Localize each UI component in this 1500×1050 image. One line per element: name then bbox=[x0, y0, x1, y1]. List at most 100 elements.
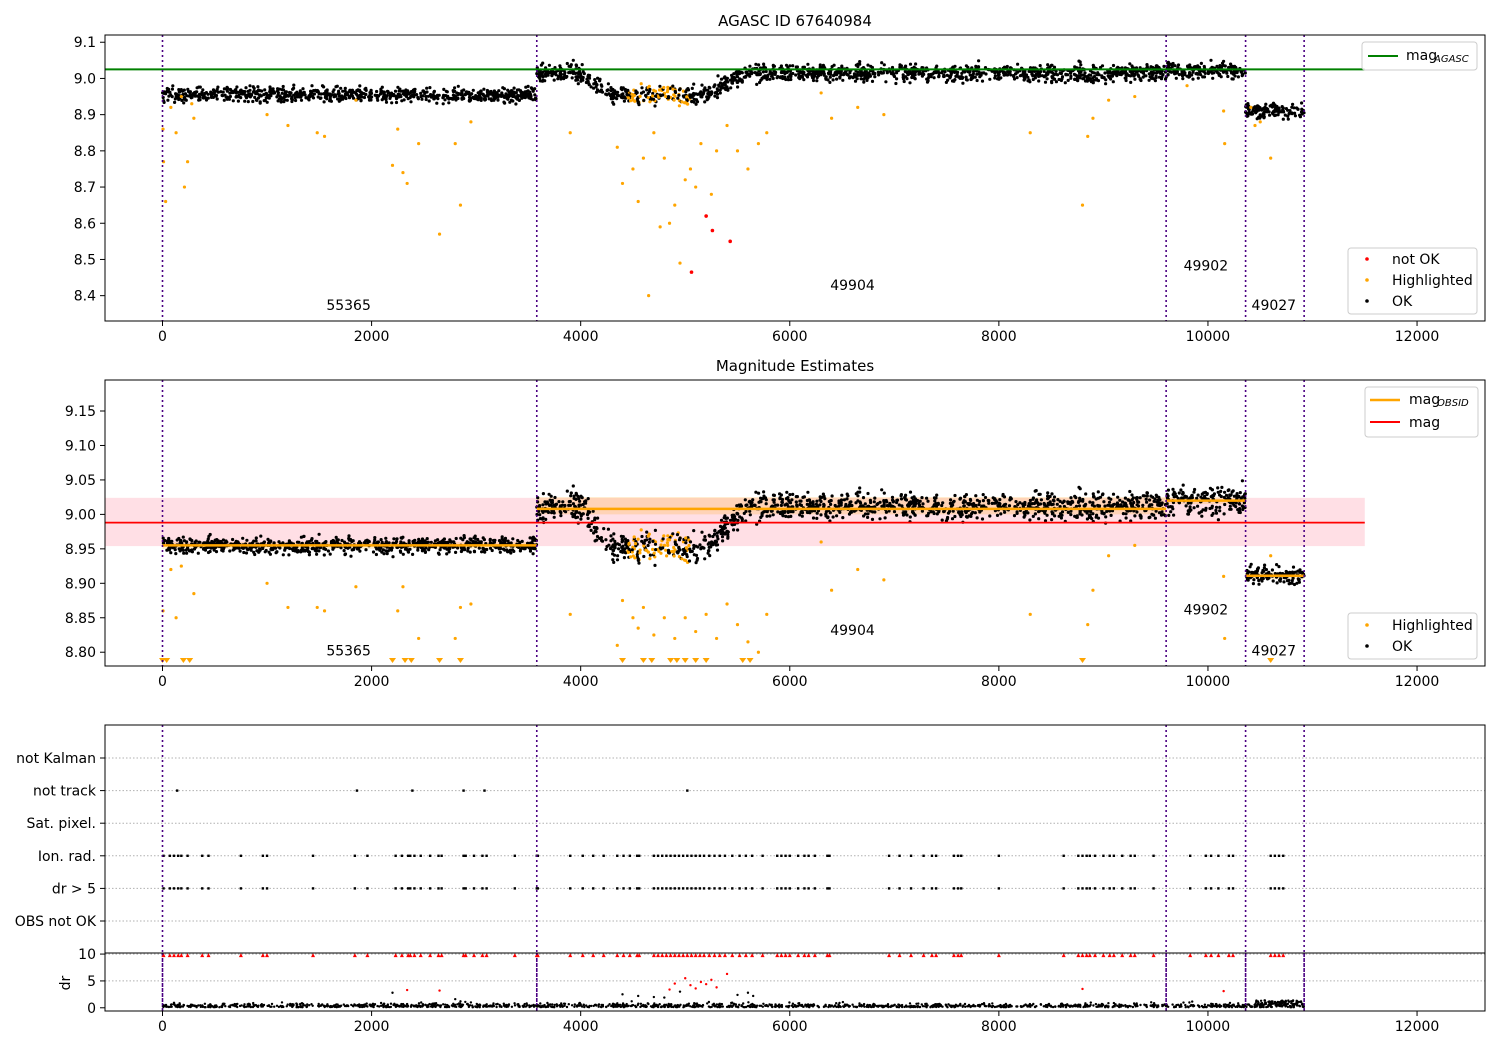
estimates-ok-point bbox=[772, 498, 776, 502]
agasc-ok-point bbox=[676, 96, 680, 100]
estimates-ok-point bbox=[791, 492, 795, 496]
estimates-ok-point bbox=[1220, 485, 1224, 489]
agasc-highlighted-point bbox=[190, 102, 194, 106]
estimates-ok-point bbox=[948, 501, 953, 505]
agasc-highlighted-point bbox=[678, 261, 682, 265]
estimates-ok-point bbox=[1275, 563, 1279, 567]
agasc-ok-point bbox=[1053, 77, 1057, 81]
agasc-ok-point bbox=[502, 100, 506, 104]
agasc-legend-highlighted: Highlighted bbox=[1392, 273, 1473, 289]
estimates-ok-point bbox=[1102, 512, 1106, 516]
agasc-ok-point bbox=[736, 85, 740, 89]
estimates-ok-point bbox=[962, 499, 966, 503]
estimates-ok-point bbox=[214, 550, 219, 554]
estimates-ok-point bbox=[391, 555, 395, 559]
agasc-ok-point bbox=[209, 95, 214, 99]
estimates-ok-point bbox=[892, 510, 897, 514]
estimates-ok-point bbox=[748, 509, 752, 513]
agasc-ok-point bbox=[1103, 71, 1107, 75]
agasc-y-tick-label: 8.6 bbox=[74, 216, 96, 232]
estimates-ok-point bbox=[291, 547, 295, 551]
agasc-ok-point bbox=[1239, 70, 1243, 74]
agasc-ok-point bbox=[611, 92, 615, 96]
agasc-ok-point bbox=[339, 95, 343, 99]
estimates-ok-point bbox=[267, 550, 271, 554]
estimates-ok-point bbox=[791, 510, 795, 514]
agasc-ok-point bbox=[435, 96, 439, 100]
agasc-highlighted-point bbox=[735, 149, 740, 153]
agasc-ok-point bbox=[195, 86, 199, 90]
estimates-ok-point bbox=[1052, 495, 1057, 499]
agasc-ok-point bbox=[677, 88, 682, 92]
agasc-ok-point bbox=[1147, 72, 1151, 76]
agasc-ok-point bbox=[1050, 79, 1054, 84]
agasc-ok-point bbox=[1270, 105, 1274, 109]
agasc-ok-point bbox=[541, 70, 545, 74]
estimates-ok-point bbox=[903, 510, 907, 514]
estimates-ok-point bbox=[968, 497, 973, 502]
agasc-ok-point bbox=[783, 75, 787, 79]
agasc-ok-point bbox=[276, 87, 280, 91]
estimates-ok-point bbox=[861, 496, 866, 500]
agasc-ok-point bbox=[718, 91, 722, 95]
agasc-ok-point bbox=[182, 101, 186, 105]
estimates-ok-point bbox=[277, 540, 281, 544]
estimates-ok-point bbox=[436, 551, 441, 555]
estimates-ok-point bbox=[1111, 492, 1116, 496]
agasc-ok-point bbox=[356, 94, 360, 98]
agasc-ok-point bbox=[863, 76, 868, 80]
agasc-ok-point bbox=[251, 99, 255, 104]
agasc-ok-point bbox=[1129, 69, 1133, 73]
estimates-ok-point bbox=[447, 550, 451, 554]
estimates-ok-point bbox=[743, 498, 747, 502]
agasc-ok-point bbox=[489, 89, 493, 94]
estimates-ok-point bbox=[1257, 582, 1261, 586]
agasc-ok-point bbox=[585, 77, 589, 81]
agasc-ok-point bbox=[570, 76, 574, 80]
estimates-ok-point bbox=[999, 512, 1003, 516]
agasc-ok-point bbox=[853, 79, 858, 83]
agasc-ok-point bbox=[198, 85, 202, 89]
agasc-ok-point bbox=[1052, 72, 1056, 77]
agasc-ok-point bbox=[420, 97, 424, 101]
estimates-ok-point bbox=[367, 540, 371, 544]
agasc-highlighted-point bbox=[664, 94, 668, 99]
estimates-ok-point bbox=[1270, 568, 1274, 572]
agasc-highlighted-point bbox=[648, 100, 652, 104]
agasc-ok-point bbox=[694, 92, 698, 96]
estimates-highlighted-point bbox=[671, 549, 675, 553]
estimates-ok-point bbox=[177, 547, 181, 551]
agasc-ok-point bbox=[976, 65, 981, 69]
agasc-ok-point bbox=[1097, 73, 1101, 77]
agasc-ok-point bbox=[370, 95, 374, 99]
agasc-ok-point bbox=[1286, 114, 1290, 118]
agasc-ok-point bbox=[1147, 78, 1151, 82]
agasc-ok-point bbox=[1187, 75, 1191, 79]
agasc-ok-point bbox=[1183, 73, 1187, 77]
agasc-ok-point bbox=[369, 98, 373, 102]
agasc-ok-point bbox=[243, 90, 247, 94]
estimates-ok-point bbox=[1118, 498, 1122, 502]
estimates-ok-point bbox=[835, 514, 839, 518]
estimates-ok-point bbox=[347, 534, 351, 538]
estimates-ok-point bbox=[974, 503, 978, 508]
estimates-ok-point bbox=[382, 552, 386, 556]
estimates-ok-point bbox=[385, 552, 389, 556]
estimates-ok-point bbox=[870, 517, 875, 522]
estimates-ok-point bbox=[438, 548, 442, 552]
agasc-ok-point bbox=[865, 78, 869, 82]
estimates-ok-point bbox=[445, 547, 449, 551]
agasc-ok-point bbox=[272, 91, 277, 95]
estimates-ok-point bbox=[757, 491, 761, 495]
agasc-ok-point bbox=[485, 90, 489, 94]
agasc-ok-point bbox=[908, 81, 912, 85]
agasc-ok-point bbox=[183, 92, 188, 96]
estimates-ok-point bbox=[571, 515, 575, 519]
estimates-ok-point bbox=[1238, 491, 1242, 495]
estimates-ok-point bbox=[244, 551, 249, 555]
agasc-ok-point bbox=[978, 75, 982, 79]
agasc-highlighted-point bbox=[765, 131, 769, 135]
estimates-ok-point bbox=[675, 533, 680, 537]
estimates-ok-point bbox=[456, 546, 460, 550]
estimates-ok-point bbox=[1292, 582, 1297, 587]
